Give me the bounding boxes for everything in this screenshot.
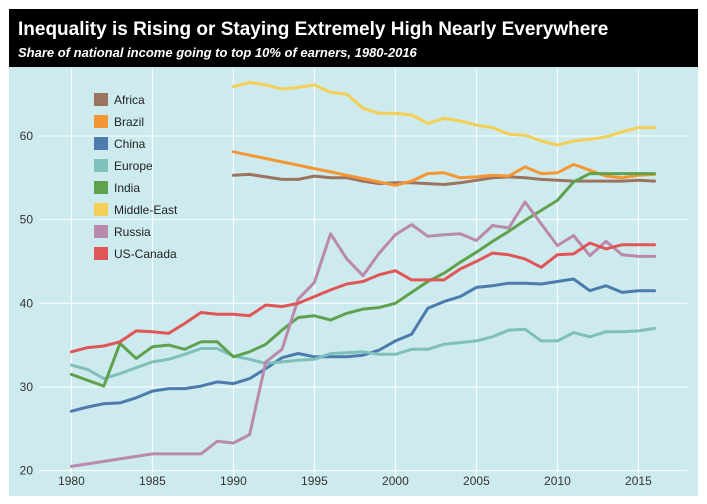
- y-tick-label-50: 50: [20, 213, 34, 227]
- legend-label-us-canada: US-Canada: [114, 247, 177, 261]
- series-line-africa: [231, 172, 657, 186]
- legend-swatch-us-canada: [94, 247, 108, 260]
- legend-label-europe: Europe: [114, 159, 153, 173]
- series-line-europe: [69, 326, 657, 381]
- series-line-russia: [69, 200, 657, 468]
- series-line-middle-east: [231, 80, 657, 147]
- legend-swatch-russia: [94, 225, 108, 238]
- y-tick-label-60: 60: [20, 129, 34, 143]
- legend-swatch-china: [94, 137, 108, 150]
- series-line-china: [69, 277, 657, 413]
- x-tick-label-1985: 1985: [139, 474, 166, 488]
- legend-label-middle-east: Middle-East: [114, 203, 178, 217]
- legend-label-india: India: [114, 181, 140, 195]
- legend-swatch-brazil: [94, 115, 108, 128]
- x-tick-label-2015: 2015: [625, 474, 652, 488]
- chart-subtitle: Share of national income going to top 10…: [18, 45, 417, 60]
- line-chart: 20 30 40 50 60 1980 1985 1990 1995 2000 2005 2010 20…: [20, 69, 687, 488]
- x-tick-label-2010: 2010: [544, 474, 571, 488]
- legend-swatch-india: [94, 181, 108, 194]
- legend-swatch-africa: [94, 93, 108, 106]
- series-line-us-canada: [69, 241, 657, 354]
- legend-label-russia: Russia: [114, 225, 151, 239]
- y-tick-label-20: 20: [20, 464, 34, 478]
- series-line-india: [69, 172, 657, 388]
- x-tick-label-1980: 1980: [58, 474, 85, 488]
- y-tick-label-30: 30: [20, 380, 34, 394]
- y-tick-label-40: 40: [20, 296, 34, 310]
- legend-label-brazil: Brazil: [114, 115, 144, 129]
- chart-title: Inequality is Rising or Staying Extremel…: [18, 19, 609, 40]
- legend-label-africa: Africa: [114, 93, 145, 107]
- x-tick-label-2005: 2005: [463, 474, 490, 488]
- chart-frame: Inequality is Rising or Staying Extremel…: [9, 9, 698, 496]
- legend-label-china: China: [114, 137, 146, 151]
- legend-swatch-europe: [94, 159, 108, 172]
- x-tick-label-2000: 2000: [382, 474, 409, 488]
- series-line-brazil: [231, 150, 657, 187]
- x-tick-label-1990: 1990: [220, 474, 247, 488]
- x-tick-label-1995: 1995: [301, 474, 328, 488]
- chart-header: Inequality is Rising or Staying Extremel…: [9, 9, 698, 67]
- legend-swatch-middle-east: [94, 203, 108, 216]
